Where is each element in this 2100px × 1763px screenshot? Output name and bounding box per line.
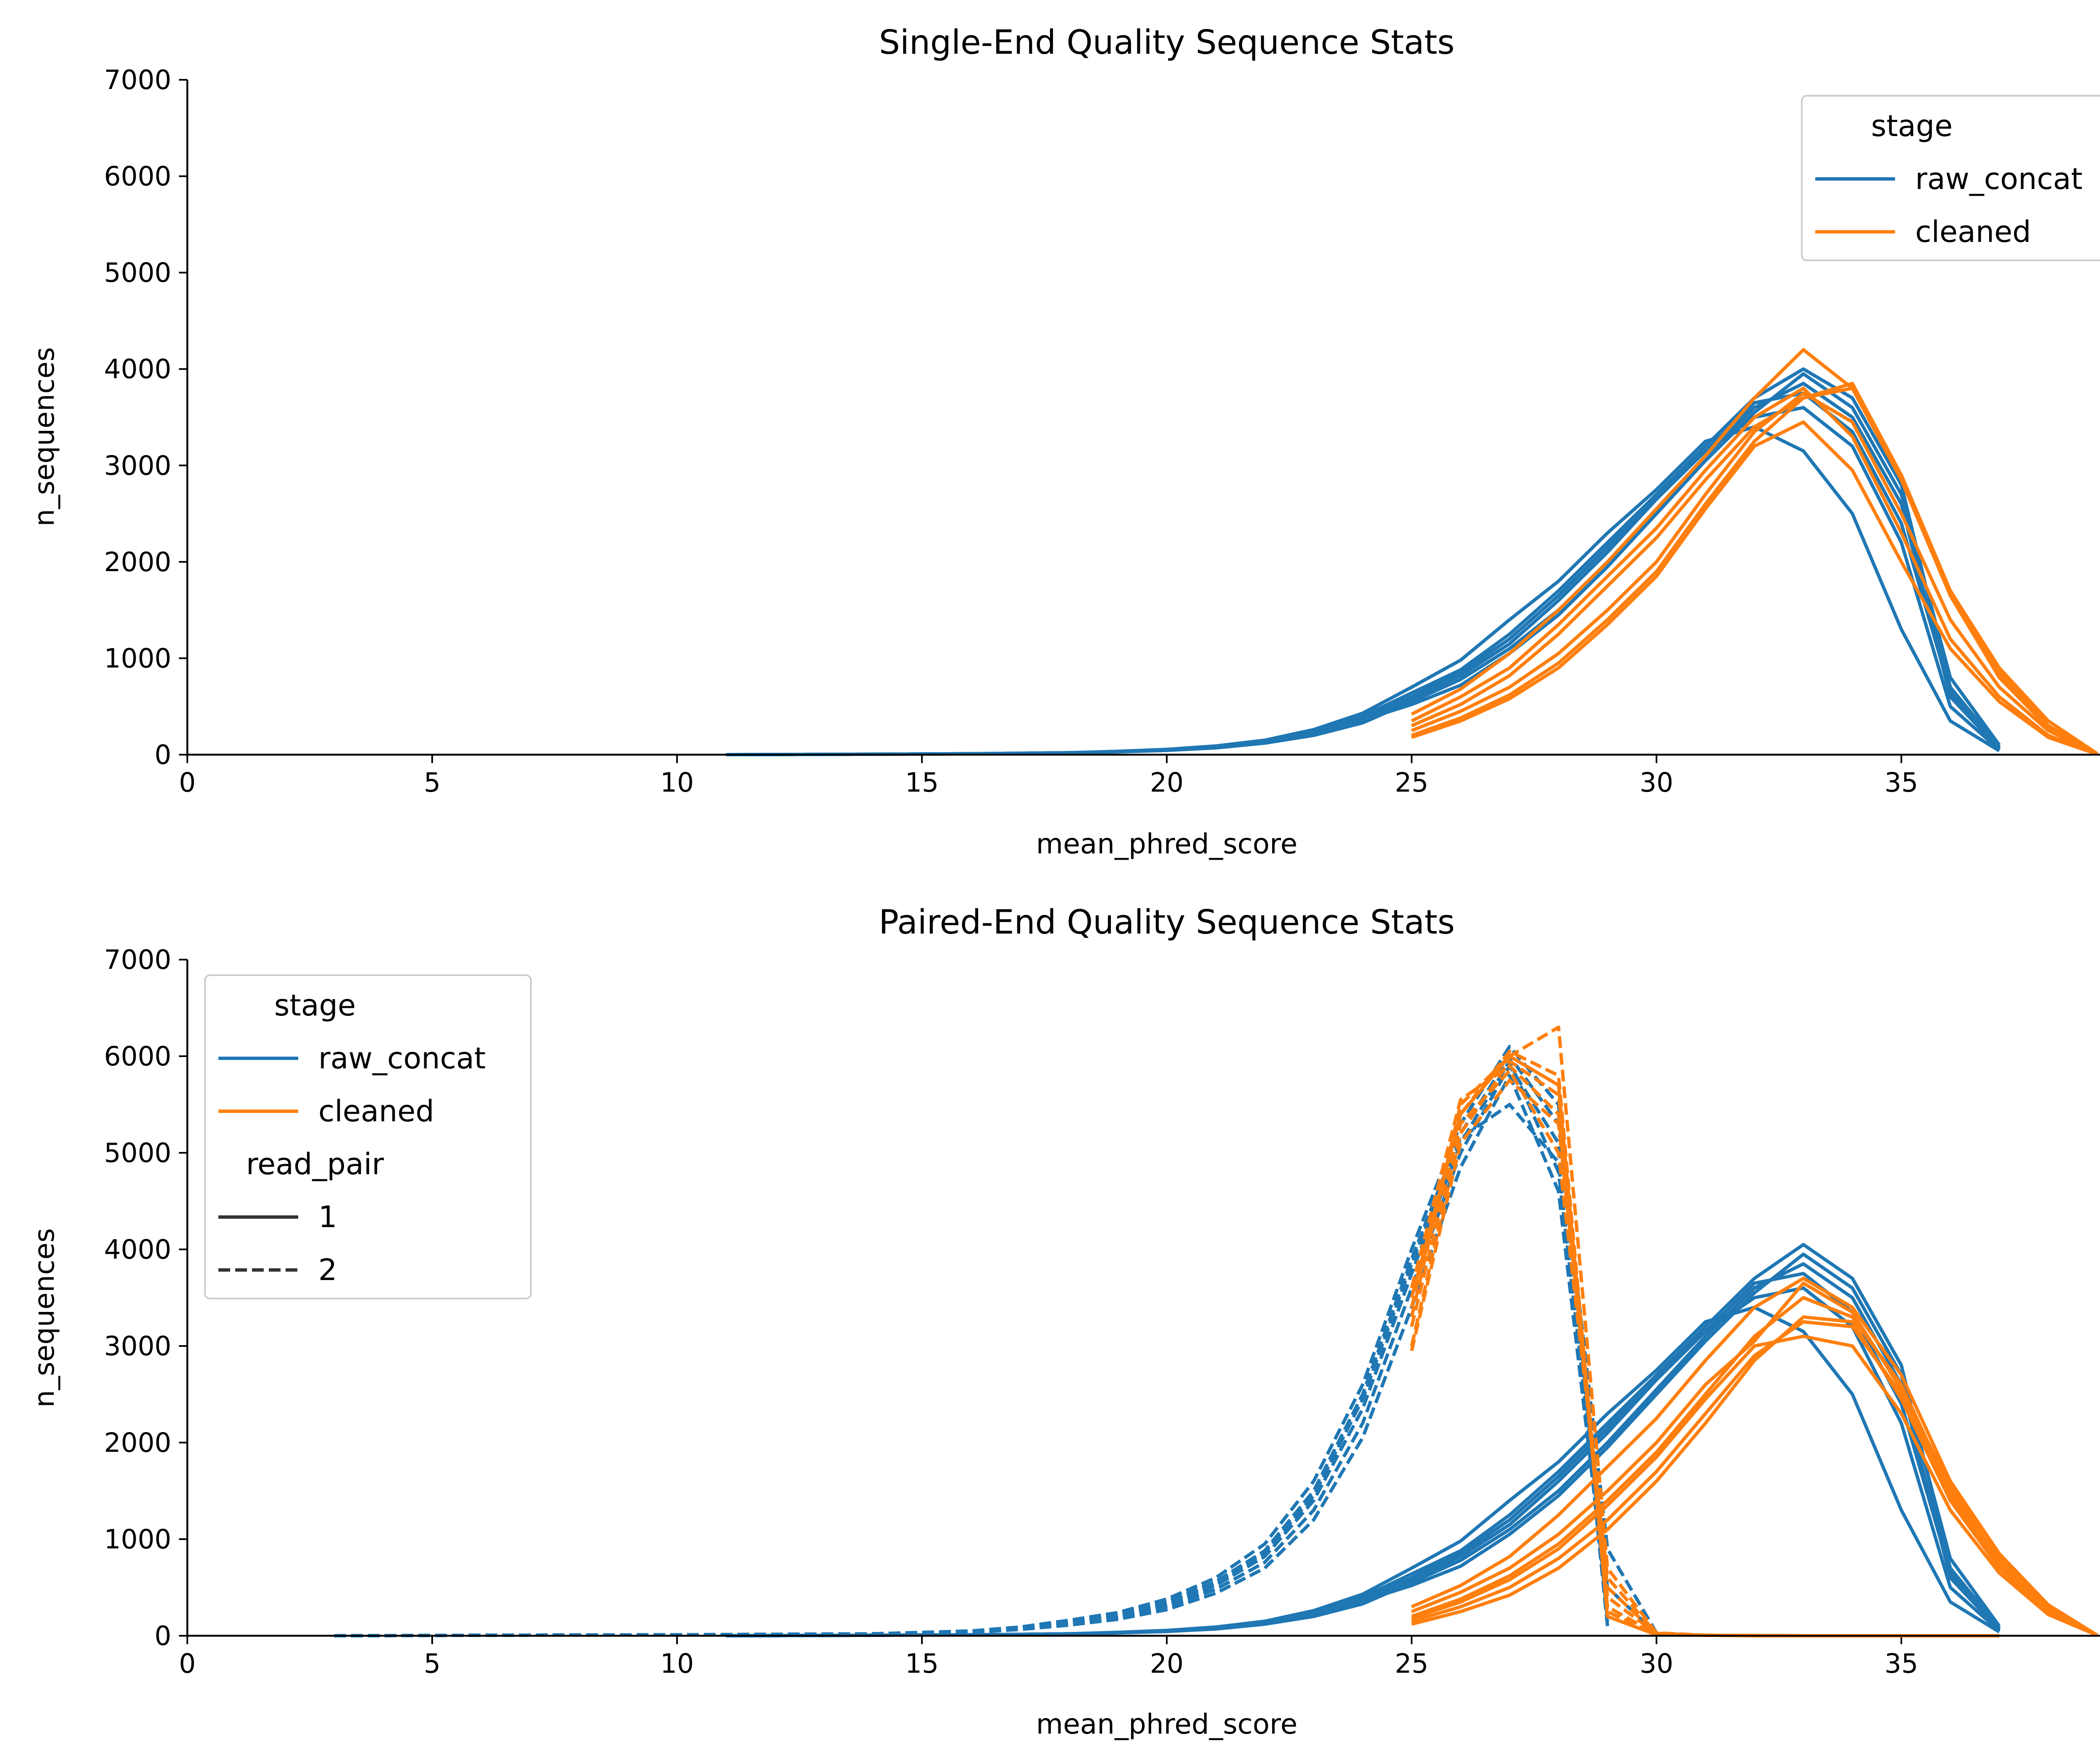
y-axis-label: n_sequences (28, 1228, 60, 1407)
series-line-cleaned-read1 (1411, 1335, 2098, 1637)
legend-label: cleaned (1915, 215, 2031, 249)
legend-header: stage (274, 988, 356, 1023)
y-tick-label: 6000 (104, 1041, 171, 1072)
y-tick-labels: 0 1000 2000 3000 4000 5000 6000 7000 (104, 944, 187, 1651)
x-tick-label: 35 (1885, 1648, 1918, 1679)
x-tick-label: 5 (424, 767, 441, 798)
x-tick-label: 25 (1395, 767, 1428, 798)
legend-header: read_pair (246, 1147, 384, 1181)
x-tick-label: 25 (1395, 1648, 1428, 1679)
y-tick-label: 1000 (104, 643, 171, 674)
x-tick-label: 35 (1885, 767, 1918, 798)
series-line-cleaned-read1 (1411, 382, 2098, 756)
series-lines (726, 348, 2098, 756)
y-tick-label: 1000 (104, 1524, 171, 1555)
y-tick-label: 3000 (104, 450, 171, 481)
y-tick-label: 2000 (104, 547, 171, 577)
x-axis-label: mean_phred_score (1036, 1708, 1297, 1740)
series-line-cleaned-read1 (1411, 1320, 2098, 1637)
series-line-cleaned-read1 (1411, 386, 2098, 756)
chart-title: Single-End Quality Sequence Stats (879, 23, 1454, 62)
legend-box (1801, 95, 2100, 261)
series-line-cleaned-read1 (1411, 391, 2098, 756)
y-tick-label: 5000 (104, 1138, 171, 1168)
series-line-cleaned-read1 (1411, 1277, 2098, 1637)
legend-label: 2 (318, 1253, 337, 1287)
legend-box (204, 974, 532, 1299)
legend-label: raw_concat (1915, 162, 2082, 196)
y-tick-label: 4000 (104, 1234, 171, 1265)
y-tick-label: 2000 (104, 1427, 171, 1458)
chart-title: Paired-End Quality Sequence Stats (879, 903, 1455, 942)
x-tick-label: 10 (660, 1648, 694, 1679)
x-tick-label: 0 (179, 1648, 196, 1679)
y-tick-label: 6000 (104, 161, 171, 192)
series-line-cleaned-read1 (1411, 386, 2098, 756)
y-tick-label: 0 (155, 740, 171, 770)
y-axis-label: n_sequences (28, 347, 60, 526)
y-tick-label: 7000 (104, 944, 171, 975)
x-tick-labels: 0510152025303540 (179, 755, 1918, 798)
y-tick-labels: 0 1000 2000 3000 4000 5000 6000 7000 (104, 65, 187, 770)
y-tick-label: 0 (155, 1621, 171, 1651)
legend-label: 1 (318, 1200, 337, 1234)
y-tick-label: 4000 (104, 354, 171, 385)
series-lines (334, 1026, 2098, 1637)
y-tick-label: 3000 (104, 1331, 171, 1362)
x-tick-label: 20 (1150, 1648, 1184, 1679)
y-tick-label: 7000 (104, 65, 171, 95)
series-line-cleaned-read1 (1411, 420, 2098, 756)
x-tick-label: 0 (179, 767, 196, 798)
series-line-cleaned-read1 (1411, 1315, 2098, 1637)
legend-label: cleaned (318, 1094, 434, 1128)
x-tick-label: 20 (1150, 767, 1184, 798)
x-tick-label: 10 (660, 767, 694, 798)
y-tick-label: 5000 (104, 257, 171, 288)
x-tick-label: 30 (1640, 1648, 1673, 1679)
x-tick-label: 5 (424, 1648, 441, 1679)
x-tick-label: 30 (1640, 767, 1673, 798)
series-line-cleaned-read1 (1411, 1281, 2098, 1637)
x-tick-label: 15 (905, 767, 939, 798)
legend-label: raw_concat (318, 1041, 486, 1076)
legend-header: stage (1871, 109, 1953, 143)
x-axis-label: mean_phred_score (1036, 828, 1297, 860)
x-tick-label: 15 (905, 1648, 939, 1679)
single-end-chart: Single-End Quality Sequence Stats mean_p… (28, 23, 2100, 860)
paired-end-chart: Paired-End Quality Sequence Stats mean_p… (28, 903, 2100, 1740)
